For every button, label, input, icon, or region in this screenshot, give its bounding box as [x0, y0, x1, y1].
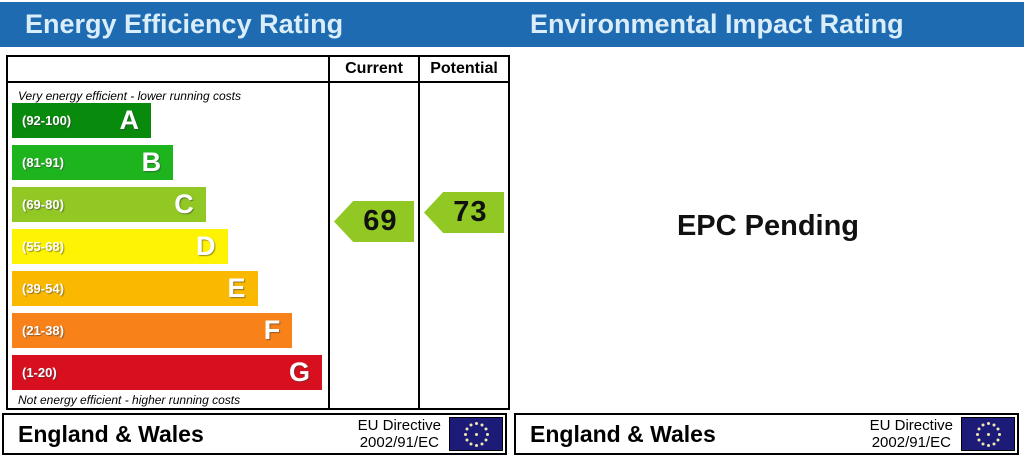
current-rating-value: 69	[363, 205, 398, 237]
band-row-d: (55-68) D	[12, 229, 328, 264]
band-row-g: (1-20) G	[12, 355, 328, 390]
band-row-f: (21-38) F	[12, 313, 328, 348]
eu-directive-line1: EU Directive	[869, 417, 953, 434]
column-divider-potential	[418, 57, 420, 408]
current-column-header: Current	[345, 60, 403, 77]
eu-directive-line1: EU Directive	[357, 417, 441, 434]
eu-flag-stars-icon	[474, 432, 478, 436]
environmental-impact-title: Environmental Impact Rating	[530, 9, 904, 39]
potential-rating-arrow: 73	[424, 192, 504, 233]
band-letter: B	[141, 147, 162, 177]
region-label: England & Wales	[18, 420, 204, 447]
band-range-label: (21-38)	[22, 323, 64, 338]
band-range-label: (69-80)	[22, 197, 64, 212]
column-header-row	[8, 57, 508, 83]
band-bar-c: (69-80) C	[12, 187, 206, 222]
header-bar: Energy Efficiency Rating Environmental I…	[0, 2, 1024, 47]
eu-flag-stars-icon	[986, 432, 990, 436]
eu-directive-label: EU Directive 2002/91/EC	[358, 417, 449, 451]
band-range-label: (81-91)	[22, 155, 64, 170]
band-bar-a: (92-100) A	[12, 103, 152, 138]
band-row-e: (39-54) E	[12, 271, 328, 306]
band-letter: G	[288, 357, 310, 387]
band-row-b: (81-91) B	[12, 145, 328, 180]
top-scale-note: Very energy efficient - lower running co…	[18, 89, 241, 103]
band-range-label: (92-100)	[22, 113, 72, 128]
footer-left: England & Wales EU Directive 2002/91/EC	[2, 413, 507, 455]
band-bar-f: (21-38) F	[12, 313, 293, 348]
band-range-label: (55-68)	[22, 239, 64, 254]
band-row-a: (92-100) A	[12, 103, 328, 138]
band-letter: F	[263, 315, 281, 345]
eu-flag-icon	[449, 417, 503, 451]
energy-efficiency-chart: Current Potential Very energy efficient …	[6, 55, 510, 410]
eu-directive-label: EU Directive 2002/91/EC	[870, 417, 961, 451]
eu-flag-icon	[961, 417, 1015, 451]
bottom-scale-note: Not energy efficient - higher running co…	[18, 393, 241, 407]
epc-pending-message: EPC Pending	[676, 210, 860, 242]
band-letter: C	[174, 189, 194, 219]
rating-bands: (92-100) A (81-91) B (69-80) C (55-68)	[12, 57, 328, 408]
eu-directive-line2: 2002/91/EC	[359, 434, 439, 451]
potential-column-header: Potential	[430, 60, 498, 77]
footer-right: England & Wales EU Directive 2002/91/EC	[514, 413, 1019, 455]
current-rating-arrow: 69	[334, 201, 414, 242]
band-bar-g: (1-20) G	[12, 355, 322, 390]
energy-efficiency-title: Energy Efficiency Rating	[25, 9, 344, 39]
band-range-label: (39-54)	[22, 281, 64, 296]
band-letter: A	[119, 105, 140, 135]
band-row-c: (69-80) C	[12, 187, 328, 222]
band-bar-d: (55-68) D	[12, 229, 228, 264]
potential-rating-value: 73	[453, 196, 488, 228]
eu-directive-line2: 2002/91/EC	[871, 434, 951, 451]
band-letter: E	[227, 273, 246, 303]
band-bar-b: (81-91) B	[12, 145, 174, 180]
column-divider-current	[328, 57, 330, 408]
region-label: England & Wales	[530, 420, 716, 447]
band-bar-e: (39-54) E	[12, 271, 258, 306]
band-range-label: (1-20)	[22, 365, 57, 380]
band-letter: D	[196, 231, 216, 261]
